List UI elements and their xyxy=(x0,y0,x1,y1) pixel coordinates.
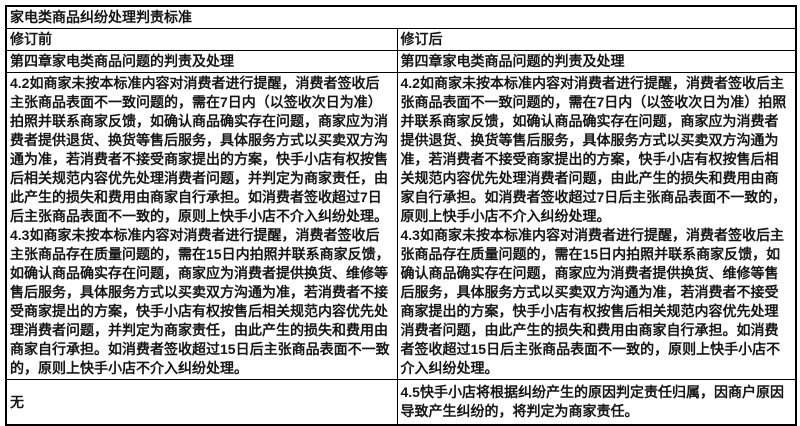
clause-4-5-after: 4.5快手小店将根据纠纷产生的原因判定责任归属，因商户原因导致产生纠纷的，将判定… xyxy=(396,379,797,426)
clause-4-2-before: 4.2如商家未按本标准内容对消费者进行提醒，消费者签收后主张商品表面不一致问题的… xyxy=(10,75,388,224)
footer-cell-before: 无 xyxy=(5,379,398,426)
revision-comparison-table: 家电类商品纠纷处理判责标准 修订前 修订后 第四章家电类商品问题的判责及处理 第… xyxy=(5,5,797,426)
chapter-header-before: 第四章家电类商品问题的判责及处理 xyxy=(5,50,398,73)
column-header-after: 修订后 xyxy=(396,28,797,51)
title-row: 家电类商品纠纷处理判责标准 xyxy=(5,5,797,29)
clauses-cell-after: 4.2如商家未按本标准内容对消费者进行提醒，消费者签收后主张商品表面不一致问题的… xyxy=(396,72,797,380)
footer-row: 无 4.5快手小店将根据纠纷产生的原因判定责任归属，因商户原因导致产生纠纷的，将… xyxy=(5,379,797,426)
clause-4-2-after: 4.2如商家未按本标准内容对消费者进行提醒，消费者签收后主张商品表面不一致问题的… xyxy=(400,75,787,224)
chapter-header-row: 第四章家电类商品问题的判责及处理 第四章家电类商品问题的判责及处理 xyxy=(5,50,797,73)
clause-4-3-after: 4.3如商家未按本标准内容对消费者进行提醒，消费者签收后主张商品存在质量问题的，… xyxy=(400,227,784,376)
standards-sheet: 家电类商品纠纷处理判责标准 修订前 修订后 第四章家电类商品问题的判责及处理 第… xyxy=(5,5,797,426)
clauses-cell-before: 4.2如商家未按本标准内容对消费者进行提醒，消费者签收后主张商品表面不一致问题的… xyxy=(5,72,398,380)
clauses-row: 4.2如商家未按本标准内容对消费者进行提醒，消费者签收后主张商品表面不一致问题的… xyxy=(5,72,797,380)
column-header-row: 修订前 修订后 xyxy=(5,28,797,51)
chapter-header-after: 第四章家电类商品问题的判责及处理 xyxy=(396,50,797,73)
column-header-before: 修订前 xyxy=(5,28,398,51)
clause-4-3-before: 4.3如商家未按本标准内容对消费者进行提醒，消费者签收后主张商品存在质量问题的，… xyxy=(10,227,390,376)
page-title: 家电类商品纠纷处理判责标准 xyxy=(5,5,797,29)
